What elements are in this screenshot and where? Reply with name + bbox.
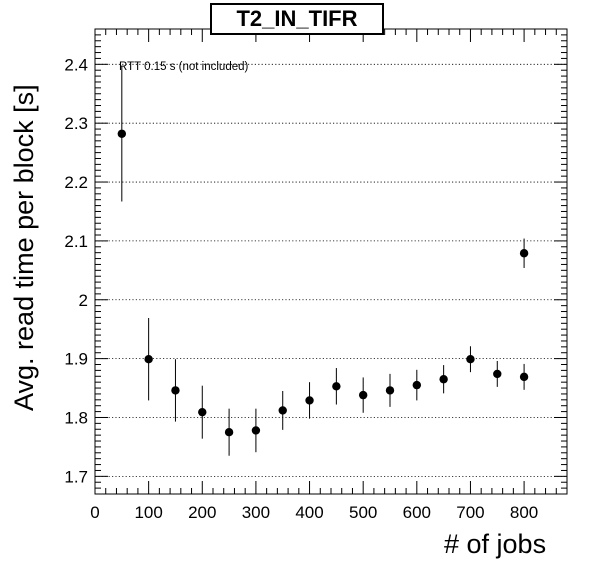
data-point [278,406,287,415]
y-tick-label: 2.3 [64,114,88,133]
data-point [198,407,207,417]
data-point [493,369,502,379]
data-point [358,390,368,400]
y-tick-label: 1.7 [64,467,88,486]
x-tick-label: 200 [188,503,216,522]
data-point [251,426,261,435]
x-tick-label: 700 [456,503,484,522]
x-tick-label: 400 [295,503,323,522]
y-tick-label: 2 [79,291,88,310]
data-points [117,66,529,456]
x-tick-label: 100 [134,503,162,522]
chart-title: T2_IN_TIFR [210,3,384,35]
data-point [385,386,395,395]
x-tick-label: 0 [90,503,99,522]
data-point [305,396,314,405]
data-point [171,386,180,395]
data-point [332,382,341,391]
axis-ticks [94,28,568,495]
rtt-annotation: RTT 0.15 s (not included) [119,61,249,73]
data-point [439,375,448,384]
data-point [466,355,475,364]
x-axis-label: # of jobs [444,529,547,559]
x-tick-label: 800 [510,503,538,522]
y-tick-label: 2.4 [64,55,88,74]
data-point [519,372,529,382]
data-point [519,249,529,258]
x-tick-label: 300 [242,503,270,522]
x-tick-label: 600 [403,503,431,522]
data-point [144,355,153,364]
grid-lines [95,63,567,477]
x-tick-label: 500 [349,503,377,522]
y-tick-label: 2.2 [64,173,88,192]
data-point [117,129,127,138]
y-tick-label: 2.1 [64,232,88,251]
y-tick-label: 1.9 [64,350,88,369]
y-axis-label: Avg. read time per block [s] [9,84,39,411]
y-tick-label: 1.8 [64,408,88,427]
plot-frame [94,28,568,495]
data-point [412,380,422,390]
tick-labels: 1.7 1.8 1.9 2 2.1 2.2 2.3 2.4 0 100 200 300 400 500 60… [64,55,538,522]
data-point [224,427,234,437]
